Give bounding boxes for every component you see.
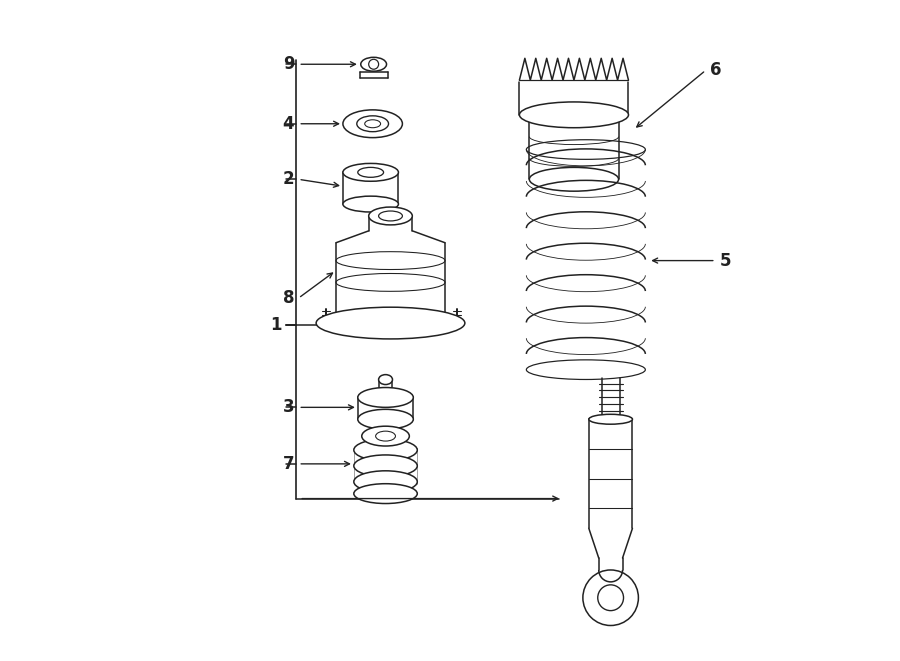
Ellipse shape	[589, 414, 633, 424]
Circle shape	[369, 59, 379, 69]
Ellipse shape	[354, 455, 418, 477]
Ellipse shape	[529, 103, 618, 127]
Text: 6: 6	[710, 61, 721, 79]
Ellipse shape	[379, 393, 392, 403]
Ellipse shape	[358, 409, 413, 429]
Ellipse shape	[358, 167, 383, 177]
Circle shape	[583, 570, 638, 625]
Text: 2: 2	[283, 171, 294, 188]
Text: 8: 8	[283, 290, 294, 307]
Ellipse shape	[343, 196, 399, 212]
Text: 7: 7	[283, 455, 294, 473]
Text: 1: 1	[270, 316, 282, 334]
Text: 9: 9	[283, 56, 294, 73]
Ellipse shape	[369, 207, 412, 225]
Ellipse shape	[519, 102, 628, 128]
Ellipse shape	[358, 387, 413, 407]
Ellipse shape	[379, 375, 392, 385]
Text: 5: 5	[720, 252, 731, 270]
Text: 4: 4	[283, 115, 294, 133]
Ellipse shape	[379, 211, 402, 221]
Ellipse shape	[354, 484, 418, 504]
Ellipse shape	[343, 110, 402, 137]
Ellipse shape	[316, 307, 465, 339]
Text: 3: 3	[283, 399, 294, 416]
Ellipse shape	[356, 116, 389, 132]
Ellipse shape	[362, 426, 410, 446]
Ellipse shape	[529, 167, 618, 191]
Circle shape	[598, 585, 624, 611]
Ellipse shape	[354, 471, 418, 492]
Ellipse shape	[343, 163, 399, 181]
Ellipse shape	[354, 439, 418, 461]
Ellipse shape	[361, 58, 386, 71]
